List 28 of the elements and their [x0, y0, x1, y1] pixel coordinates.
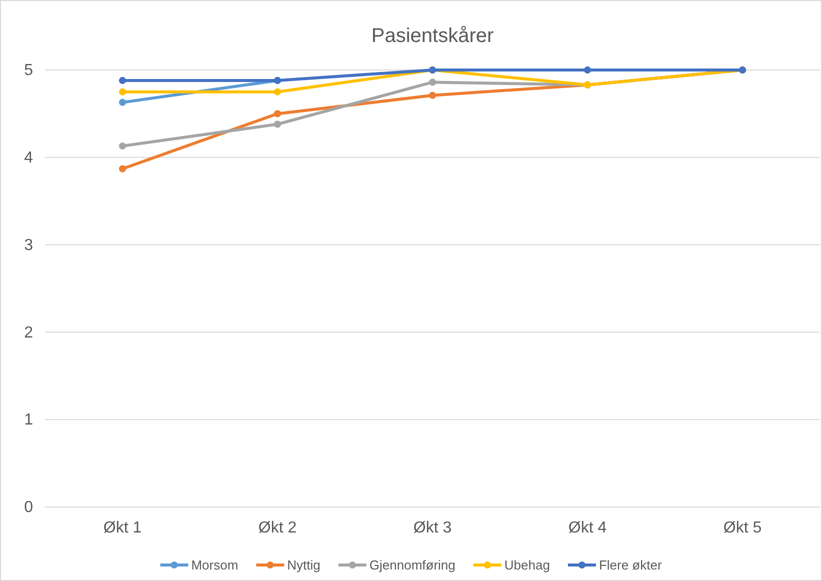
legend-label: Morsom: [191, 558, 238, 573]
x-tick-label: Økt 4: [568, 519, 607, 536]
point: [274, 120, 282, 128]
legend-label: Nyttig: [287, 558, 320, 573]
point: [118, 88, 126, 96]
y-tick-label: 1: [24, 412, 34, 429]
point: [428, 78, 436, 86]
point: [118, 76, 126, 84]
point: [428, 92, 436, 99]
y-tick-label: 0: [24, 499, 34, 516]
y-tick-label: 5: [24, 62, 34, 80]
chart-title: Pasientskårer: [371, 25, 494, 47]
y-tick-label: 2: [24, 324, 34, 342]
point: [584, 66, 592, 74]
point: [274, 110, 282, 118]
y-tick-label: 3: [24, 236, 34, 254]
point: [118, 165, 126, 172]
y-tick-label: 4: [24, 150, 34, 167]
point: [118, 142, 126, 150]
x-tick-label: Økt 5: [723, 519, 762, 536]
point: [118, 98, 126, 106]
point: [274, 88, 282, 96]
legend-label: Ubehag: [504, 558, 550, 573]
x-tick-label: Økt 3: [413, 519, 452, 536]
x-tick-label: Økt 1: [103, 519, 142, 536]
legend-label: Gjennomføring: [369, 558, 456, 573]
legend-label: Flere økter: [598, 558, 662, 573]
x-tick-label: Økt 2: [258, 519, 297, 536]
